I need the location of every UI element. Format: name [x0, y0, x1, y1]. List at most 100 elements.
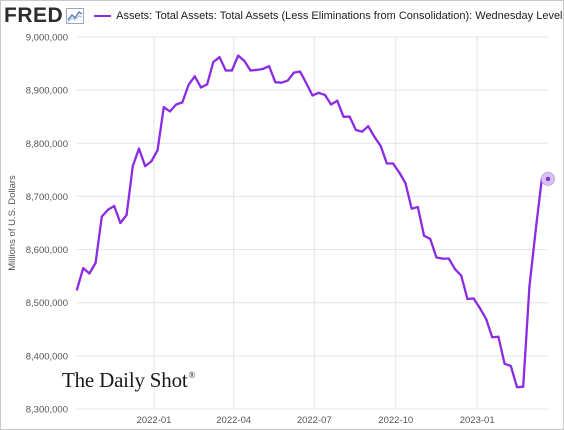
data-point[interactable] [416, 205, 419, 209]
data-point[interactable] [131, 165, 134, 168]
data-point[interactable] [280, 81, 283, 84]
data-point[interactable] [144, 165, 147, 168]
watermark: The Daily Shot® [62, 368, 195, 393]
watermark-text: The Daily Shot [62, 368, 188, 392]
y-tick-label: 8,400,000 [26, 351, 68, 362]
data-point[interactable] [360, 130, 364, 133]
data-point[interactable] [466, 297, 469, 301]
data-point[interactable] [88, 272, 91, 275]
data-point[interactable] [447, 257, 450, 260]
data-point[interactable] [299, 70, 302, 73]
registered-mark: ® [188, 370, 196, 380]
x-gridlines [153, 37, 478, 409]
data-point[interactable] [286, 79, 289, 82]
data-point[interactable] [168, 110, 172, 113]
data-point[interactable] [528, 285, 531, 288]
data-point[interactable] [268, 65, 271, 68]
data-point[interactable] [435, 256, 438, 259]
data-points [75, 54, 550, 389]
data-point[interactable] [206, 83, 209, 86]
data-point[interactable] [243, 59, 246, 63]
data-point[interactable] [342, 115, 345, 118]
data-point[interactable] [224, 69, 227, 72]
data-point[interactable] [237, 54, 240, 57]
x-tick-label: 2022-07 [297, 415, 332, 426]
y-tick-labels: 8,300,000 8,400,000 8,500,000 8,600,000 8,70… [26, 33, 68, 416]
data-point[interactable] [522, 385, 525, 388]
data-point[interactable] [354, 128, 357, 132]
data-point[interactable] [212, 60, 215, 64]
data-point[interactable] [193, 75, 196, 78]
data-point[interactable] [410, 207, 413, 210]
y-tick-label: 8,700,000 [26, 192, 68, 203]
data-point[interactable] [478, 306, 481, 310]
data-point[interactable] [385, 162, 388, 165]
data-point[interactable] [181, 101, 184, 104]
data-point[interactable] [255, 68, 258, 72]
data-point[interactable] [491, 336, 494, 339]
y-axis-title: Millions of U.S. Dollars [7, 175, 18, 271]
data-point[interactable] [348, 115, 351, 118]
data-point[interactable] [515, 386, 519, 389]
y-tick-label: 8,300,000 [26, 405, 68, 416]
data-point[interactable] [156, 149, 159, 152]
x-tick-label: 2022-10 [378, 415, 413, 426]
data-point[interactable] [230, 69, 234, 72]
fred-logo[interactable]: FRED [4, 4, 64, 27]
data-point[interactable] [317, 91, 320, 94]
data-point[interactable] [175, 103, 178, 106]
x-tick-label: 2023-01 [460, 415, 495, 426]
data-point[interactable] [137, 147, 141, 150]
data-point[interactable] [305, 82, 308, 85]
x-tick-labels: 2022-01 2022-04 2022-07 2022-10 2023-01 [137, 415, 495, 426]
data-point[interactable] [199, 86, 203, 89]
data-point[interactable] [534, 229, 537, 233]
data-point[interactable] [292, 71, 296, 74]
data-point[interactable] [323, 93, 326, 97]
y-tick-label: 8,800,000 [26, 139, 68, 150]
fred-graph-icon [66, 8, 85, 24]
data-point[interactable] [150, 160, 153, 163]
data-point[interactable] [119, 221, 122, 225]
data-point[interactable] [113, 204, 116, 208]
data-point[interactable] [484, 317, 488, 320]
data-point[interactable] [311, 94, 314, 97]
data-point[interactable] [404, 182, 407, 185]
data-point[interactable] [509, 364, 512, 368]
data-point[interactable] [472, 297, 475, 300]
data-point[interactable] [249, 69, 252, 72]
data-point[interactable] [274, 81, 277, 84]
data-point[interactable] [398, 171, 401, 174]
data-point[interactable] [261, 67, 265, 70]
data-point[interactable] [441, 257, 444, 260]
data-point[interactable] [75, 288, 79, 291]
x-tick-label: 2022-04 [216, 415, 251, 426]
data-point[interactable] [379, 144, 382, 148]
data-point[interactable] [100, 215, 103, 218]
data-point[interactable] [218, 56, 221, 59]
y-tick-label: 8,600,000 [26, 245, 68, 256]
data-point[interactable] [162, 106, 165, 109]
legend-label: Assets: Total Assets: Total Assets (Less… [116, 10, 563, 22]
data-point[interactable] [497, 335, 500, 338]
data-point[interactable] [125, 213, 128, 217]
data-point[interactable] [503, 362, 506, 365]
data-point[interactable] [94, 261, 97, 264]
y-tick-label: 9,000,000 [26, 33, 68, 44]
data-point[interactable] [460, 274, 463, 277]
data-point[interactable] [187, 83, 190, 86]
data-point[interactable] [336, 99, 339, 102]
data-point[interactable] [453, 268, 457, 271]
data-point[interactable] [373, 135, 376, 139]
data-point[interactable] [106, 208, 110, 211]
data-point[interactable] [391, 162, 395, 165]
data-point[interactable] [422, 234, 426, 237]
data-point[interactable] [429, 237, 432, 241]
data-point[interactable] [367, 125, 370, 128]
chart-header: FRED Assets: Total Assets: Total Assets … [4, 4, 563, 27]
y-tick-label: 8,500,000 [26, 298, 68, 309]
data-point[interactable] [82, 267, 85, 270]
data-point[interactable] [329, 103, 333, 106]
